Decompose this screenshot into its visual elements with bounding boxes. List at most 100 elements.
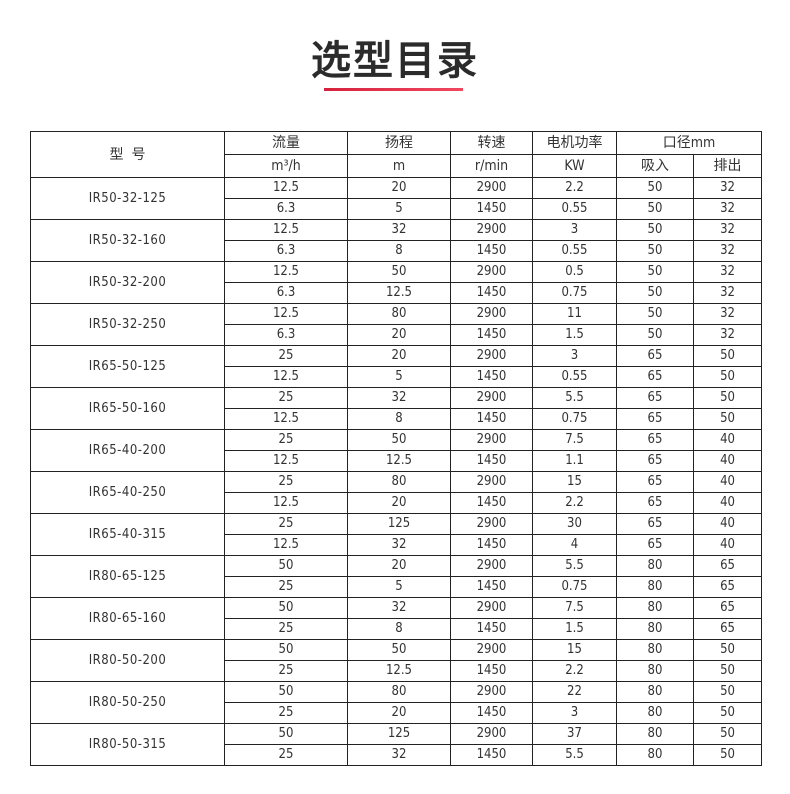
- cell-head: 32: [347, 744, 451, 766]
- cell-inlet: 80: [616, 597, 694, 619]
- cell-power: 7.5: [532, 597, 617, 619]
- cell-model: IR80-50-200: [30, 639, 225, 682]
- cell-head: 80: [347, 681, 451, 703]
- cell-outlet: 50: [692, 702, 763, 724]
- cell-head: 80: [347, 471, 451, 493]
- cell-head: 32: [347, 534, 451, 556]
- cell-outlet: 50: [692, 744, 763, 766]
- cell-power: 2.2: [532, 492, 617, 514]
- cell-flow: 25: [224, 660, 348, 682]
- cell-inlet: 65: [616, 534, 694, 556]
- cell-inlet: 50: [616, 282, 694, 304]
- cell-outlet: 50: [692, 345, 763, 367]
- cell-model: IR65-40-315: [30, 513, 225, 556]
- table-row: 25 5 1450 0.75 80 65: [31, 576, 763, 598]
- cell-model: IR50-32-250: [30, 303, 225, 346]
- cell-power: 37: [532, 723, 617, 745]
- cell-flow: 25: [224, 345, 348, 367]
- header-head: 扬程: [347, 131, 451, 155]
- cell-model: IR65-50-125: [30, 345, 225, 388]
- cell-model: IR65-40-250: [30, 471, 225, 514]
- cell-inlet: 65: [616, 450, 694, 472]
- cell-speed: 1450: [450, 324, 533, 346]
- table-row: 25 8 1450 1.5 80 65: [31, 618, 763, 640]
- table-row: IR50-32-250 12.5 80 2900 11 50 32: [30, 303, 763, 346]
- cell-power: 0.55: [532, 198, 617, 220]
- cell-flow: 50: [224, 597, 348, 619]
- cell-outlet: 50: [692, 681, 763, 703]
- cell-power: 7.5: [532, 429, 617, 451]
- cell-outlet: 65: [692, 576, 763, 598]
- cell-model: IR80-50-315: [30, 723, 225, 766]
- cell-inlet: 65: [616, 471, 694, 493]
- cell-flow: 6.3: [224, 240, 348, 262]
- cell-speed: 2900: [450, 723, 533, 745]
- table-row: 12.5 5 1450 0.55 65 50: [31, 366, 763, 388]
- cell-head: 80: [347, 303, 451, 325]
- cell-model: IR50-32-125: [30, 177, 225, 220]
- cell-inlet: 65: [616, 429, 694, 451]
- cell-speed: 2900: [450, 681, 533, 703]
- cell-head: 5: [347, 366, 451, 388]
- cell-speed: 2900: [450, 471, 533, 493]
- cell-head: 32: [347, 387, 451, 409]
- cell-outlet: 32: [692, 303, 763, 325]
- cell-speed: 1450: [450, 660, 533, 682]
- cell-power: 1.1: [532, 450, 617, 472]
- cell-inlet: 50: [616, 324, 694, 346]
- cell-head: 8: [347, 408, 451, 430]
- cell-inlet: 50: [616, 303, 694, 325]
- cell-flow: 50: [224, 555, 348, 577]
- cell-flow: 12.5: [224, 492, 348, 514]
- cell-flow: 25: [224, 744, 348, 766]
- cell-power: 0.5: [532, 261, 617, 283]
- cell-head: 8: [347, 240, 451, 262]
- table-row: IR65-50-160 25 32 2900 5.5 65 50: [30, 387, 763, 430]
- header-inlet: 吸入: [616, 154, 694, 178]
- cell-head: 125: [347, 513, 451, 535]
- cell-power: 22: [532, 681, 617, 703]
- cell-speed: 2900: [450, 639, 533, 661]
- cell-head: 20: [347, 324, 451, 346]
- cell-flow: 6.3: [224, 282, 348, 304]
- cell-flow: 50: [224, 723, 348, 745]
- cell-flow: 12.5: [224, 450, 348, 472]
- cell-flow: 25: [224, 471, 348, 493]
- cell-model: IR50-32-160: [30, 219, 225, 262]
- cell-outlet: 32: [692, 282, 763, 304]
- cell-speed: 2900: [450, 177, 533, 199]
- cell-power: 15: [532, 639, 617, 661]
- cell-power: 0.75: [532, 576, 617, 598]
- cell-power: 3: [532, 702, 617, 724]
- cell-head: 50: [347, 261, 451, 283]
- cell-flow: 25: [224, 618, 348, 640]
- cell-speed: 1450: [450, 408, 533, 430]
- table-row: IR80-50-250 50 80 2900 22 80 50: [30, 681, 763, 724]
- cell-outlet: 50: [692, 660, 763, 682]
- cell-speed: 2900: [450, 219, 533, 241]
- cell-outlet: 32: [692, 324, 763, 346]
- cell-inlet: 50: [616, 261, 694, 283]
- cell-power: 2.2: [532, 177, 617, 199]
- header-model: 型 号: [30, 131, 225, 178]
- cell-head: 20: [347, 555, 451, 577]
- cell-power: 0.55: [532, 366, 617, 388]
- cell-head: 20: [347, 345, 451, 367]
- cell-speed: 1450: [450, 744, 533, 766]
- cell-inlet: 80: [616, 681, 694, 703]
- cell-inlet: 65: [616, 513, 694, 535]
- cell-head: 50: [347, 429, 451, 451]
- cell-flow: 25: [224, 513, 348, 535]
- cell-outlet: 40: [692, 450, 763, 472]
- cell-flow: 12.5: [224, 219, 348, 241]
- cell-head: 20: [347, 702, 451, 724]
- cell-inlet: 50: [616, 219, 694, 241]
- cell-power: 0.75: [532, 282, 617, 304]
- cell-flow: 25: [224, 576, 348, 598]
- cell-outlet: 40: [692, 513, 763, 535]
- table-row: 6.3 20 1450 1.5 50 32: [31, 324, 763, 346]
- title-underline: [324, 88, 463, 91]
- cell-inlet: 50: [616, 240, 694, 262]
- cell-speed: 2900: [450, 555, 533, 577]
- cell-outlet: 65: [692, 555, 763, 577]
